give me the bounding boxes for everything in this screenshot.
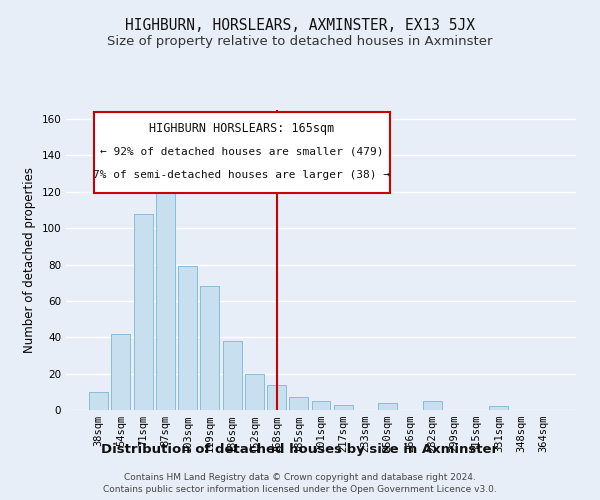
Y-axis label: Number of detached properties: Number of detached properties xyxy=(23,167,36,353)
Bar xyxy=(156,192,175,410)
Bar xyxy=(334,404,353,410)
Bar xyxy=(223,341,242,410)
Text: Distribution of detached houses by size in Axminster: Distribution of detached houses by size … xyxy=(101,442,499,456)
Bar xyxy=(423,401,442,410)
Text: HIGHBURN, HORSLEARS, AXMINSTER, EX13 5JX: HIGHBURN, HORSLEARS, AXMINSTER, EX13 5JX xyxy=(125,18,475,32)
Bar xyxy=(378,402,397,410)
Text: Contains public sector information licensed under the Open Government Licence v3: Contains public sector information licen… xyxy=(103,485,497,494)
Bar xyxy=(245,374,264,410)
Bar xyxy=(490,406,508,410)
Text: Size of property relative to detached houses in Axminster: Size of property relative to detached ho… xyxy=(107,35,493,48)
Bar xyxy=(89,392,108,410)
FancyBboxPatch shape xyxy=(94,112,390,192)
Bar xyxy=(200,286,219,410)
Bar xyxy=(311,401,331,410)
Bar xyxy=(178,266,197,410)
Text: HIGHBURN HORSLEARS: 165sqm: HIGHBURN HORSLEARS: 165sqm xyxy=(149,122,335,135)
Bar xyxy=(134,214,152,410)
Bar xyxy=(112,334,130,410)
Text: 7% of semi-detached houses are larger (38) →: 7% of semi-detached houses are larger (3… xyxy=(94,170,391,180)
Text: ← 92% of detached houses are smaller (479): ← 92% of detached houses are smaller (47… xyxy=(100,147,384,157)
Bar xyxy=(267,384,286,410)
Bar xyxy=(289,398,308,410)
Text: Contains HM Land Registry data © Crown copyright and database right 2024.: Contains HM Land Registry data © Crown c… xyxy=(124,472,476,482)
